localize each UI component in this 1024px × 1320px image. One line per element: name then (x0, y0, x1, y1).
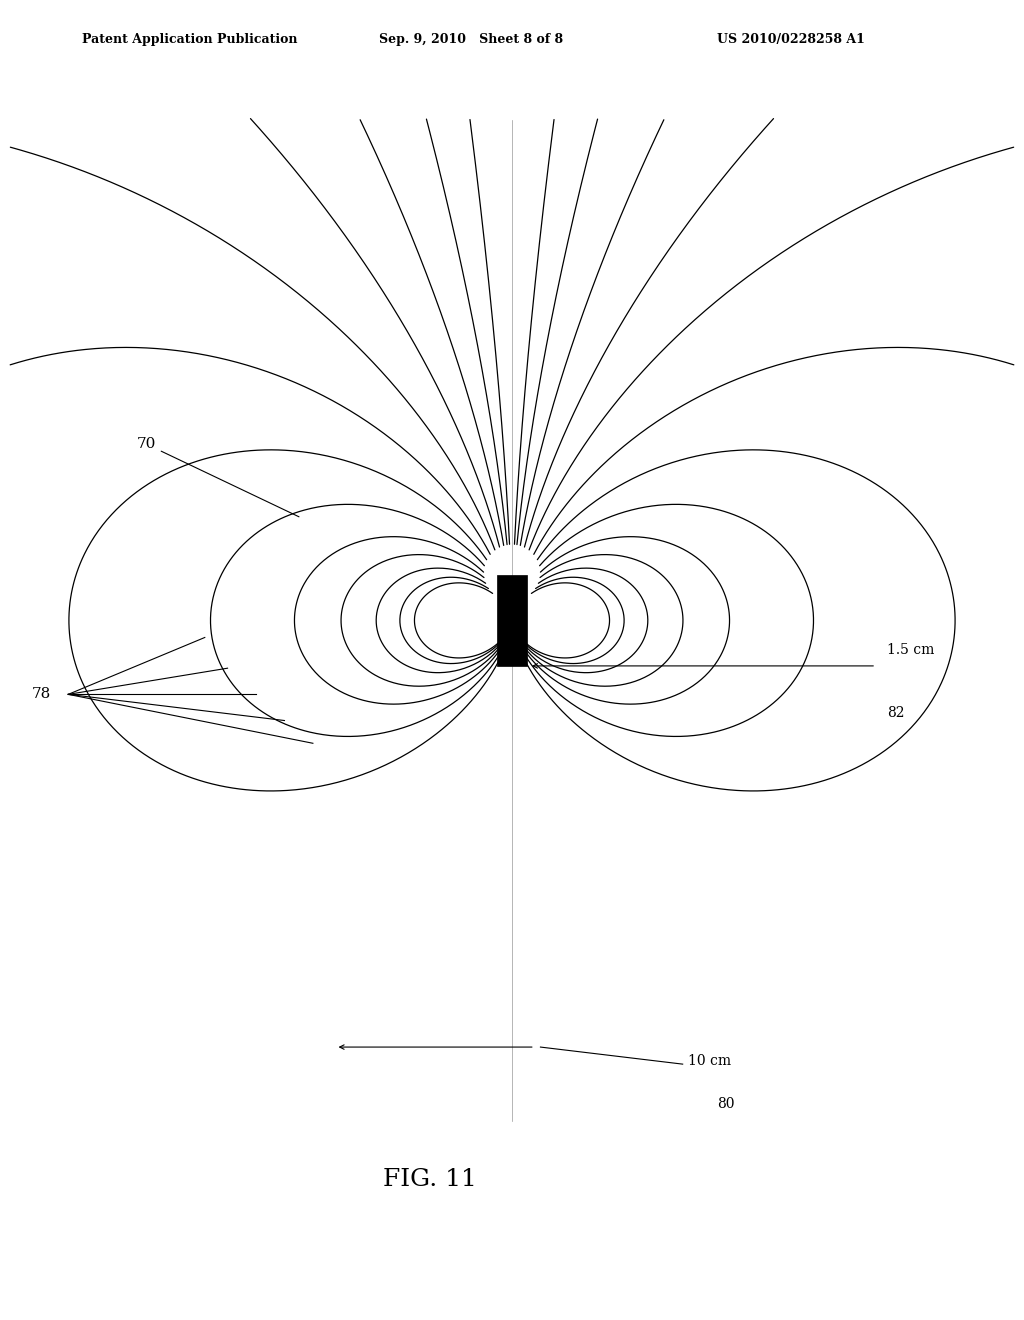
Text: 82: 82 (888, 706, 905, 719)
Bar (498, 576, 526, 665)
Text: Patent Application Publication: Patent Application Publication (82, 33, 297, 46)
Text: Sep. 9, 2010   Sheet 8 of 8: Sep. 9, 2010 Sheet 8 of 8 (379, 33, 563, 46)
Text: US 2010/0228258 A1: US 2010/0228258 A1 (717, 33, 864, 46)
Text: FIG. 11: FIG. 11 (383, 1168, 477, 1191)
Text: 70: 70 (136, 437, 299, 517)
Text: 80: 80 (717, 1097, 734, 1111)
Text: 10 cm: 10 cm (688, 1053, 731, 1068)
Text: 1.5 cm: 1.5 cm (888, 643, 935, 657)
Text: 78: 78 (32, 688, 51, 701)
